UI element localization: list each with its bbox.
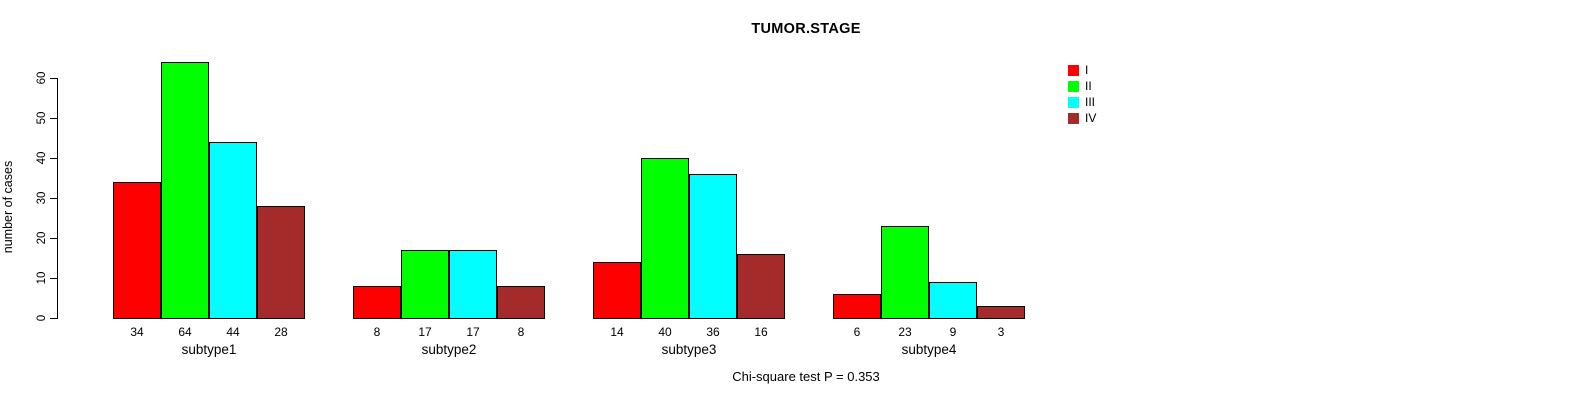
- bar-subtype1-stage-III: [209, 142, 257, 319]
- bar-value-label: 40: [658, 325, 672, 339]
- bar-subtype2-stage-III: [449, 250, 497, 319]
- bar-subtype1-stage-I: [113, 182, 161, 319]
- bar-subtype4-stage-II: [881, 226, 929, 319]
- y-axis-line: [57, 78, 58, 319]
- bar-value-label: 36: [706, 325, 720, 339]
- legend-label: III: [1085, 95, 1096, 109]
- y-axis-tick: [50, 238, 57, 239]
- y-axis-tick: [50, 118, 57, 119]
- bar-subtype3-stage-II: [641, 158, 689, 319]
- bar-value-label: 64: [178, 325, 192, 339]
- y-axis-tick: [50, 198, 57, 199]
- bar-subtype4-stage-III: [929, 282, 977, 319]
- bar-subtype1-stage-II: [161, 62, 209, 319]
- bar-subtype4-stage-I: [833, 294, 881, 319]
- bar-value-label: 17: [418, 325, 432, 339]
- legend-item-III: III: [1068, 94, 1096, 110]
- bar-subtype2-stage-IV: [497, 286, 545, 319]
- y-axis-tick-label: 50: [36, 111, 48, 125]
- bar-value-label: 28: [274, 325, 288, 339]
- chart-title: TUMOR.STAGE: [751, 21, 861, 37]
- y-axis-tick-label: 40: [36, 151, 48, 165]
- bar-subtype3-stage-IV: [737, 254, 785, 319]
- y-axis-tick-label: 60: [36, 71, 48, 85]
- legend-swatch-IV: [1068, 112, 1079, 124]
- legend-item-II: II: [1068, 78, 1096, 94]
- bar-subtype3-stage-III: [689, 174, 737, 319]
- y-axis-tick-label: 20: [36, 231, 48, 245]
- y-axis-tick-label: 0: [36, 314, 48, 322]
- y-axis-tick: [50, 78, 57, 79]
- bar-subtype4-stage-IV: [977, 306, 1025, 319]
- legend-swatch-II: [1068, 80, 1079, 92]
- bar-value-label: 34: [130, 325, 144, 339]
- bar-value-label: 8: [517, 325, 525, 339]
- y-axis-tick: [50, 278, 57, 279]
- category-label-subtype4: subtype4: [901, 342, 957, 357]
- bar-subtype1-stage-IV: [257, 206, 305, 319]
- category-label-subtype1: subtype1: [181, 342, 237, 357]
- y-axis-tick: [50, 318, 57, 319]
- bar-value-label: 6: [853, 325, 861, 339]
- bar-value-label: 23: [898, 325, 912, 339]
- category-label-subtype3: subtype3: [661, 342, 717, 357]
- bar-subtype3-stage-I: [593, 262, 641, 319]
- y-axis-label: number of cases: [1, 160, 15, 254]
- bar-value-label: 9: [949, 325, 957, 339]
- legend-swatch-III: [1068, 96, 1079, 108]
- legend: I II III IV: [1068, 62, 1096, 126]
- bar-value-label: 14: [610, 325, 624, 339]
- legend-label: IV: [1085, 111, 1097, 125]
- bar-value-label: 8: [373, 325, 381, 339]
- legend-label: I: [1085, 63, 1089, 77]
- legend-label: II: [1085, 79, 1092, 93]
- y-axis-tick: [50, 158, 57, 159]
- bar-value-label: 17: [466, 325, 480, 339]
- chi-square-caption: Chi-square test P = 0.353: [732, 369, 880, 384]
- bar-value-label: 44: [226, 325, 240, 339]
- bar-value-label: 3: [997, 325, 1005, 339]
- legend-swatch-I: [1068, 64, 1079, 76]
- bar-subtype2-stage-II: [401, 250, 449, 319]
- legend-item-IV: IV: [1068, 110, 1096, 126]
- bar-subtype2-stage-I: [353, 286, 401, 319]
- bar-value-label: 16: [754, 325, 768, 339]
- category-label-subtype2: subtype2: [421, 342, 477, 357]
- y-axis-tick-label: 10: [36, 271, 48, 285]
- legend-item-I: I: [1068, 62, 1096, 78]
- y-axis-tick-label: 30: [36, 191, 48, 205]
